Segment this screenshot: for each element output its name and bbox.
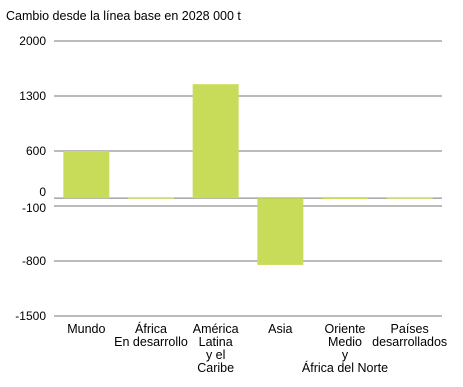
y-tick-label: 1300	[19, 89, 46, 103]
y-tick-label: 0	[39, 185, 46, 199]
bar	[386, 197, 433, 199]
category-label: Mundo	[67, 322, 105, 336]
category-label-line: Asia	[268, 322, 292, 336]
y-tick-label: -800	[22, 254, 46, 268]
category-label: África En desarrollo	[114, 321, 188, 349]
category-label: Países desarrollados	[372, 322, 447, 349]
category-label: Asia	[268, 322, 292, 336]
bar	[128, 197, 174, 199]
category-label-line: Países	[391, 322, 429, 336]
category-label-line: Oriente	[325, 322, 366, 336]
chart-title: Cambio desde la línea base en 2028 000 t	[6, 9, 241, 23]
category-label: Oriente Medio y África del Norte	[302, 322, 388, 375]
category-label-line: En desarrollo	[114, 335, 188, 349]
category-label-line: América	[193, 322, 239, 336]
y-tick-label: 600	[26, 144, 46, 158]
bars	[63, 84, 433, 265]
y-tick-label: -100	[22, 201, 46, 215]
y-tick-labels: 2000 1300 600 0 -100 -800 -1500	[15, 34, 46, 323]
category-label-line: África	[135, 321, 167, 336]
bar	[257, 198, 304, 265]
bar	[192, 84, 239, 199]
category-label-line: África del Norte	[302, 360, 388, 375]
category-label-line: Latina	[199, 335, 233, 349]
y-tick-label: 2000	[19, 34, 46, 48]
gridlines	[54, 40, 442, 317]
bar	[322, 197, 368, 199]
category-label-line: y	[342, 348, 349, 362]
bar	[63, 151, 110, 199]
category-label-line: Medio	[328, 335, 362, 349]
y-tick-label: -1500	[15, 309, 46, 323]
category-label-line: y el	[206, 348, 225, 362]
category-label: América Latina y el Caribe	[193, 322, 239, 375]
category-label-line: desarrollados	[372, 335, 447, 349]
category-label-line: Caribe	[197, 361, 234, 375]
category-label-line: Mundo	[67, 322, 105, 336]
